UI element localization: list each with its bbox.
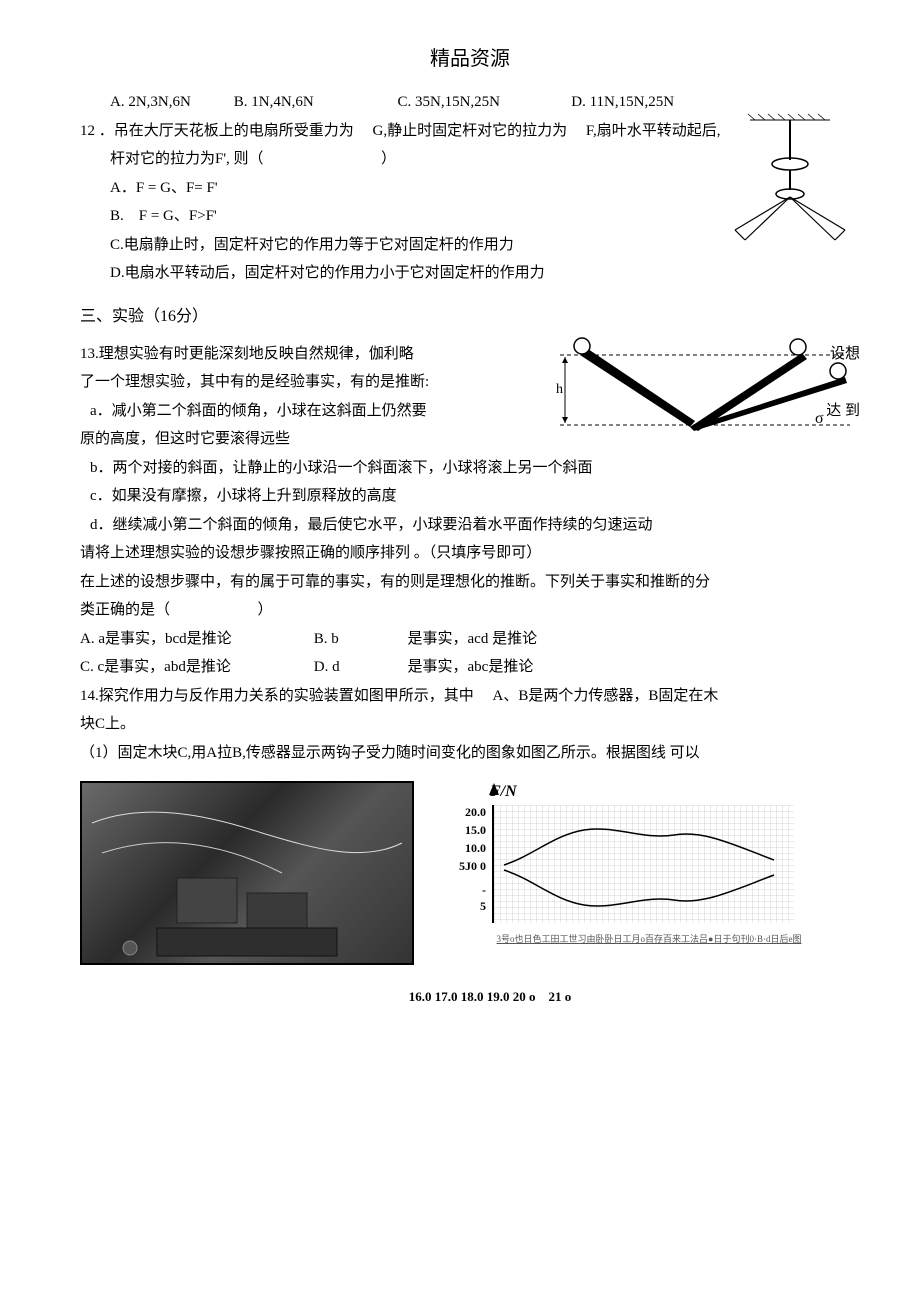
chart-ytick: 5	[436, 895, 486, 918]
q13-oBtext: 是事实，acd 是推论	[408, 631, 538, 647]
q13-ask2: 在上述的设想步骤中，有的属于可靠的事实，有的则是理想化的推断。下列关于事实和推断…	[80, 568, 860, 597]
q14-p1a: 14.探究作用力与反作用力关系的实验装置如图甲所示，其中	[80, 688, 474, 704]
y-axis-arrow-icon	[487, 783, 501, 805]
q12-num: 12	[80, 123, 95, 139]
q13-ask1: 请将上述理想实验的设想步骤按照正确的顺序排列 。（只填序号即可）	[80, 539, 860, 568]
q14-p3: （1）固定木块C,用A拉B,传感器显示两钩子受力随时间变化的图象如图乙所示。根据…	[80, 739, 860, 768]
q13-oC: C. c是事实，abd是推论	[80, 653, 310, 682]
q11-opt-b: B. 1N,4N,6N	[234, 88, 394, 117]
q13-c: c．如果没有摩擦，小球将上升到原释放的高度	[90, 482, 860, 511]
experiment-photo: B A C	[80, 781, 414, 965]
q12-f: F,扇叶水平转动起后,	[586, 123, 721, 139]
q13-oDlabel: D. d	[314, 653, 404, 682]
q13-oDtext: 是事实，abc是推论	[408, 659, 534, 675]
photo-wires-icon	[82, 783, 412, 963]
q12: 12 ．吊在大厅天花板上的电扇所受重力为 G,静止时固定杆对它的拉力为 F,扇叶…	[80, 117, 860, 288]
q12-g: G,静止时固定杆对它的拉力为	[373, 123, 568, 139]
q12-stem2b: ）	[381, 151, 396, 167]
svg-text:h: h	[556, 382, 563, 397]
chart-grid	[492, 805, 794, 923]
q14-p1b: A、B是两个力传感器，B固定在木	[493, 688, 719, 704]
chart-x-numbers: 16.0 17.0 18.0 19.0 20 o 21 o	[120, 985, 860, 1010]
q12-optD: D.电扇水平转动后，固定杆对它的作用力小于它对固定杆的作用力	[110, 259, 860, 288]
incline-diagram-icon: h σ	[550, 335, 860, 445]
chart-curves-icon	[494, 805, 794, 923]
q11-opt-a: A. 2N,3N,6N	[110, 88, 230, 117]
q13-b: b．两个对接的斜面，让静止的小球沿一个斜面滚下，小球将滚上另一个斜面	[90, 454, 860, 483]
ceiling-fan-icon	[720, 112, 850, 242]
q12-stem1: ．吊在大厅天花板上的电扇所受重力为	[99, 123, 354, 139]
svg-text:σ: σ	[815, 410, 824, 427]
page-title: 精品资源	[80, 40, 860, 78]
q14-p2: 块C上。	[80, 710, 860, 739]
q13-ask2b: 类正确的是（	[80, 602, 170, 618]
q14: 14.探究作用力与反作用力关系的实验装置如图甲所示，其中 A、B是两个力传感器，…	[80, 682, 860, 768]
q13-ask2c: ）	[258, 602, 273, 618]
q11-opt-d: D. 11N,15N,25N	[571, 88, 674, 117]
q13-p1a: 13.理想实验有时更能深刻地反映自然规律，伽利略	[80, 340, 414, 369]
chart-footnote: 3号o也日色工田工世习由卧卧日工月o百存百来工法吕●日于句刊0·B·d日后e图	[494, 931, 804, 948]
q13-d: d．继续减小第二个斜面的倾角，最后使它水平，小球要沿着水平面作持续的匀速运动	[90, 511, 860, 540]
q12-stem2: 杆对它的拉力为F', 则（	[110, 151, 264, 167]
section-3-heading: 三、实验（16分）	[80, 302, 860, 332]
figure-row: B A C F/N 20.015.010.05J0 0-5 3号o也日色工田工世…	[80, 781, 860, 981]
chart-ytick: 5J0 0	[436, 855, 486, 878]
q13-oBlabel: B. b	[314, 625, 404, 654]
q13-oA: A. a是事实，bcd是推论	[80, 625, 310, 654]
q13: h σ 13.理想实验有时更能深刻地反映自然规律，伽利略 设想 了一个理想实验，…	[80, 340, 860, 682]
q11-opt-c: C. 35N,15N,25N	[398, 88, 568, 117]
force-time-chart: F/N 20.015.010.05J0 0-5 3号o也日色工田工世习由卧卧日工…	[434, 781, 804, 981]
q13-a1: a．减小第二个斜面的倾角，小球在这斜面上仍然要	[90, 397, 427, 426]
